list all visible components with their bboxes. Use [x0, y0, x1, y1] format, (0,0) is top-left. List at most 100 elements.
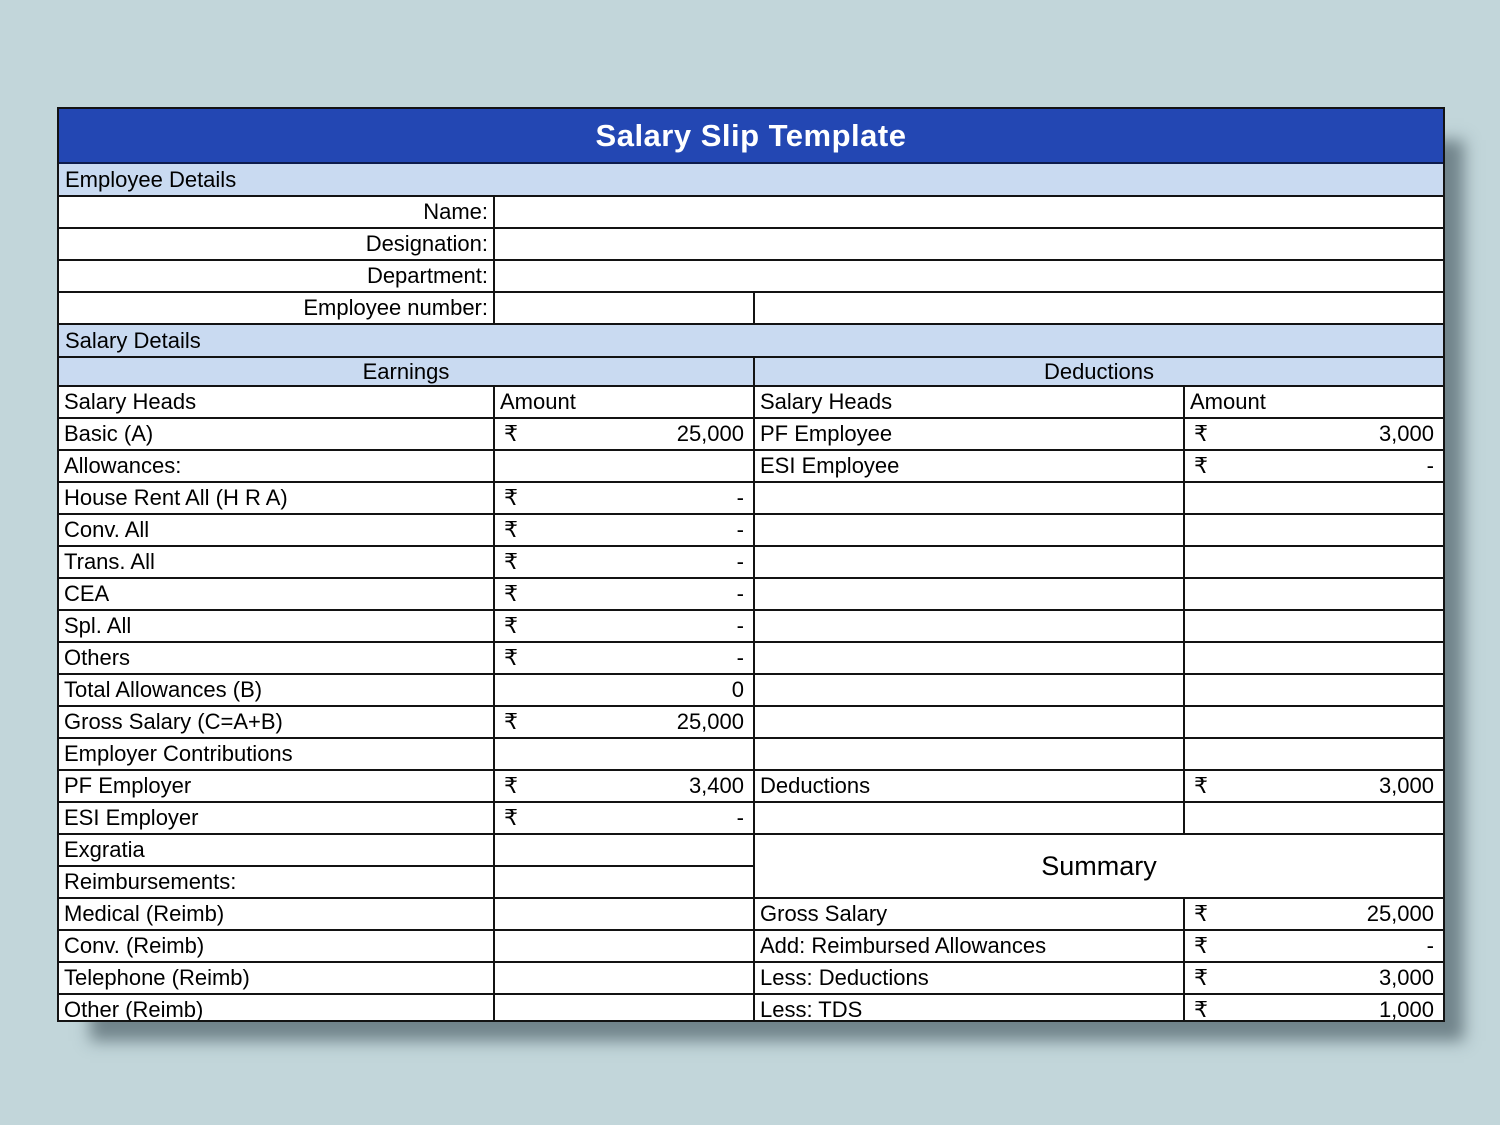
earnings-row-head[interactable]: ESI Employer: [59, 803, 495, 833]
deductions-row-amount[interactable]: [1185, 675, 1443, 705]
earnings-row-amount[interactable]: ₹ 25,000: [495, 419, 753, 449]
earnings-row-amount[interactable]: ₹ 3,400: [495, 771, 753, 801]
deductions-row-amount[interactable]: ₹ 3,000: [1185, 419, 1443, 449]
summary-row-amount[interactable]: ₹ 3,000: [1185, 963, 1443, 993]
deductions-row-head[interactable]: [755, 739, 1185, 769]
earnings-row-head[interactable]: Others: [59, 643, 495, 673]
amount-value: 3,000: [1378, 965, 1434, 990]
earnings-row-amount[interactable]: 0: [495, 675, 753, 705]
deductions-row-amount[interactable]: [1185, 483, 1443, 513]
earnings-row-amount[interactable]: ₹ -: [495, 547, 753, 577]
summary-row-amount[interactable]: ₹ 25,000: [1185, 899, 1443, 929]
earnings-row-head[interactable]: Employer Contributions: [59, 739, 495, 769]
earnings-row-head[interactable]: House Rent All (H R A): [59, 483, 495, 513]
deductions-row-head[interactable]: [755, 483, 1185, 513]
designation-label: Designation:: [59, 229, 495, 259]
deductions-row-amount[interactable]: [1185, 707, 1443, 737]
name-label: Name:: [59, 197, 495, 227]
deductions-row-amount[interactable]: [1185, 643, 1443, 673]
earnings-row-amount[interactable]: ₹ -: [495, 803, 753, 833]
earnings-row-head[interactable]: Conv. All: [59, 515, 495, 545]
summary-row-head[interactable]: Gross Salary: [755, 899, 1185, 929]
table-row: Allowances:: [59, 451, 753, 483]
deductions-col-salary-heads: Salary Heads: [755, 387, 1185, 417]
earnings-row-head[interactable]: Medical (Reimb): [59, 899, 495, 929]
table-row: Add: Reimbursed Allowances ₹ -: [755, 931, 1443, 963]
earnings-row-amount[interactable]: [495, 451, 753, 481]
deductions-row-head[interactable]: [755, 707, 1185, 737]
summary-row-amount[interactable]: ₹ -: [1185, 931, 1443, 961]
table-row: Conv. (Reimb): [59, 931, 753, 963]
designation-field[interactable]: [495, 229, 1443, 259]
deductions-row-amount[interactable]: [1185, 515, 1443, 545]
earnings-row-head[interactable]: Conv. (Reimb): [59, 931, 495, 961]
earnings-row-head[interactable]: Other (Reimb): [59, 995, 495, 1020]
deductions-row-amount[interactable]: [1185, 803, 1443, 833]
earnings-row-head[interactable]: PF Employer: [59, 771, 495, 801]
earnings-row-amount[interactable]: ₹ -: [495, 483, 753, 513]
deductions-row-amount[interactable]: ₹ -: [1185, 451, 1443, 481]
earnings-row-head[interactable]: Basic (A): [59, 419, 495, 449]
earnings-row-head[interactable]: Total Allowances (B): [59, 675, 495, 705]
deductions-row-head[interactable]: [755, 611, 1185, 641]
deductions-row-amount[interactable]: [1185, 579, 1443, 609]
name-field[interactable]: [495, 197, 1443, 227]
employee-number-field-2[interactable]: [755, 293, 1443, 323]
amount-value: -: [736, 517, 744, 542]
deductions-row-head[interactable]: [755, 643, 1185, 673]
deductions-row-head[interactable]: PF Employee: [755, 419, 1185, 449]
earnings-row-amount[interactable]: [495, 739, 753, 769]
rupee-symbol: ₹: [1194, 901, 1208, 926]
earnings-row-head[interactable]: Allowances:: [59, 451, 495, 481]
earnings-row-amount[interactable]: [495, 867, 753, 897]
earnings-row-amount[interactable]: [495, 899, 753, 929]
deductions-row-amount[interactable]: ₹ 3,000: [1185, 771, 1443, 801]
deductions-row-head[interactable]: [755, 675, 1185, 705]
deductions-row-amount[interactable]: [1185, 547, 1443, 577]
earnings-row-amount[interactable]: ₹ -: [495, 515, 753, 545]
deductions-row-head[interactable]: ESI Employee: [755, 451, 1185, 481]
summary-row-amount[interactable]: ₹ 1,000: [1185, 995, 1443, 1020]
earnings-row-amount[interactable]: [495, 931, 753, 961]
table-row: [755, 643, 1443, 675]
department-field[interactable]: [495, 261, 1443, 291]
amount-value: -: [736, 613, 744, 638]
earnings-row-head[interactable]: CEA: [59, 579, 495, 609]
table-row: Basic (A) ₹ 25,000: [59, 419, 753, 451]
rupee-symbol: ₹: [1194, 421, 1208, 446]
earnings-row-head[interactable]: Spl. All: [59, 611, 495, 641]
earnings-column-header-row: Salary Heads Amount: [59, 387, 753, 419]
earnings-row-amount[interactable]: ₹ -: [495, 643, 753, 673]
field-row-designation: Designation:: [59, 229, 1443, 261]
deductions-row-head[interactable]: Deductions: [755, 771, 1185, 801]
earnings-row-head[interactable]: Gross Salary (C=A+B): [59, 707, 495, 737]
earnings-row-head[interactable]: Trans. All: [59, 547, 495, 577]
earnings-row-amount[interactable]: ₹ 25,000: [495, 707, 753, 737]
deductions-row-head[interactable]: [755, 579, 1185, 609]
amount-value: -: [736, 485, 744, 510]
deductions-row-amount[interactable]: [1185, 611, 1443, 641]
earnings-row-amount[interactable]: ₹ -: [495, 611, 753, 641]
earnings-row-head[interactable]: Reimbursements:: [59, 867, 495, 897]
employee-number-field-1[interactable]: [495, 293, 755, 323]
earnings-row-head[interactable]: Telephone (Reimb): [59, 963, 495, 993]
deductions-row-head[interactable]: [755, 547, 1185, 577]
deductions-row-head[interactable]: [755, 515, 1185, 545]
earnings-row-amount[interactable]: [495, 995, 753, 1020]
earnings-row-amount[interactable]: ₹ -: [495, 579, 753, 609]
earnings-row-head[interactable]: Exgratia: [59, 835, 495, 865]
table-row: ESI Employee ₹ -: [755, 451, 1443, 483]
deductions-column-header-row: Salary Heads Amount: [755, 387, 1443, 419]
rupee-symbol: ₹: [504, 485, 518, 510]
earnings-row-amount[interactable]: [495, 835, 753, 865]
summary-row-head[interactable]: Less: Deductions: [755, 963, 1185, 993]
rupee-symbol: ₹: [504, 773, 518, 798]
rupee-symbol: ₹: [504, 613, 518, 638]
deductions-row-head[interactable]: [755, 803, 1185, 833]
summary-row-head[interactable]: Add: Reimbursed Allowances: [755, 931, 1185, 961]
table-row: Medical (Reimb): [59, 899, 753, 931]
earnings-row-amount[interactable]: [495, 963, 753, 993]
deductions-row-amount[interactable]: [1185, 739, 1443, 769]
summary-row-head[interactable]: Less: TDS: [755, 995, 1185, 1020]
amount-value: 3,400: [688, 773, 744, 798]
